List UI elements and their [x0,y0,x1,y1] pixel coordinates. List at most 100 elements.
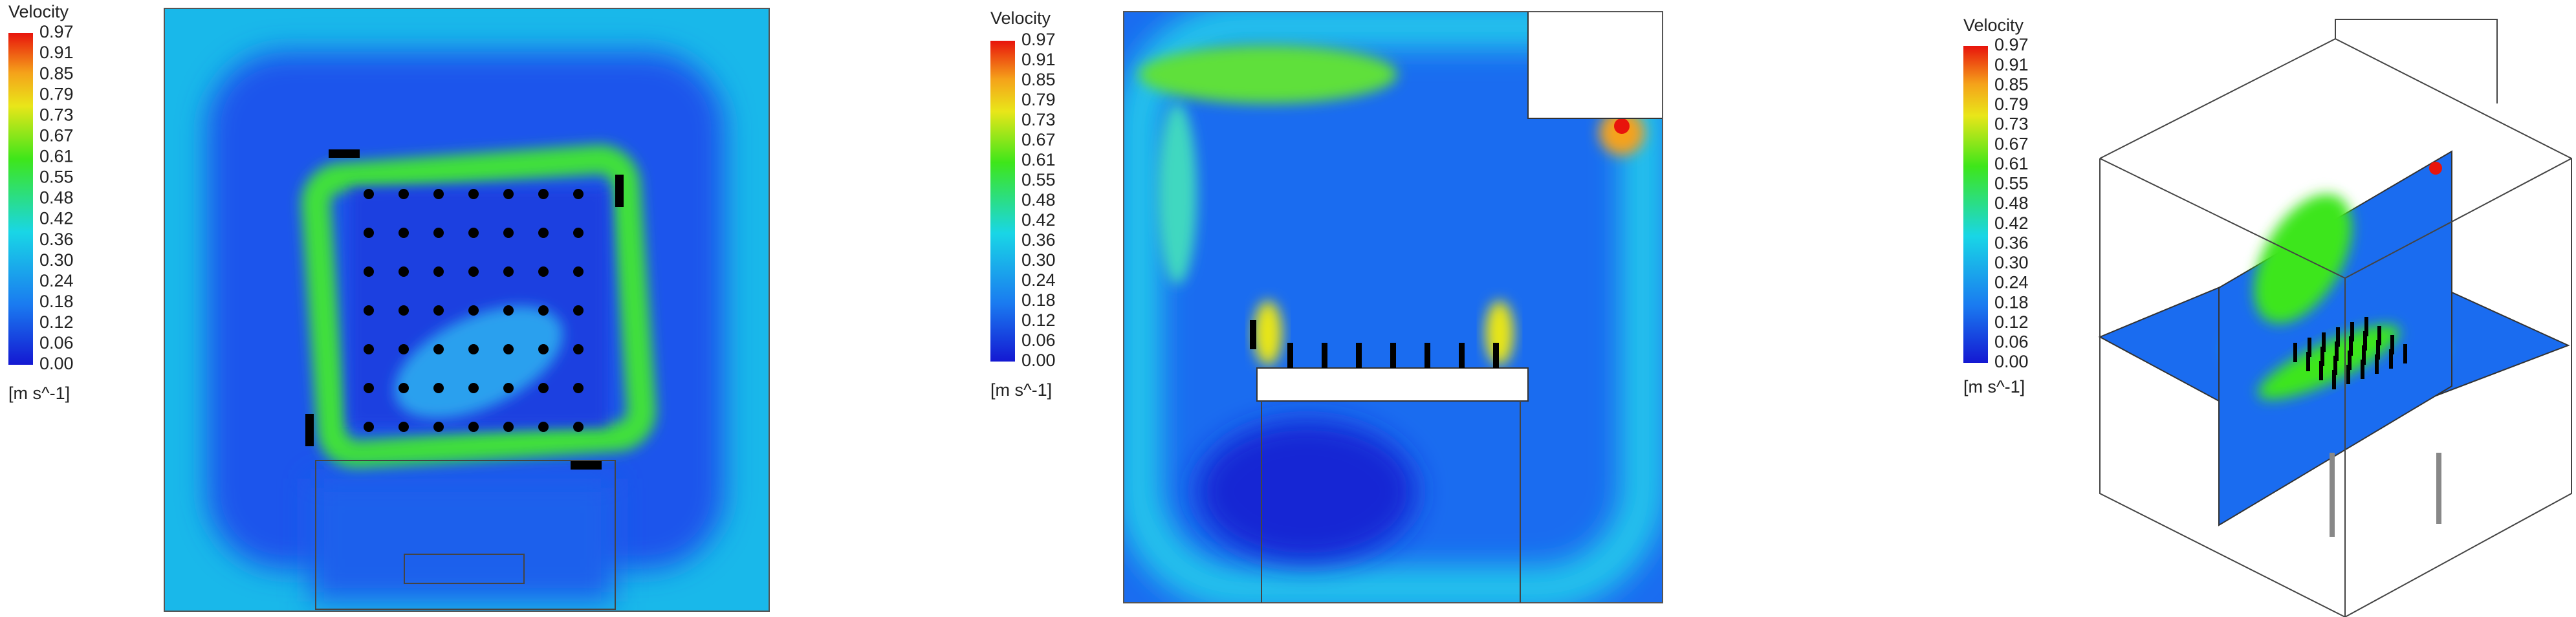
pin [2348,351,2352,370]
legend-tick-label: 0.00 [1994,352,2029,371]
pin [2346,365,2350,384]
pin [364,422,374,432]
legend-tick-label: 0.67 [39,125,74,145]
legend-tick-label: 0.61 [1021,150,1056,169]
pin [538,305,549,316]
legend-title: Velocity [1963,16,2024,35]
pin [433,422,444,432]
legend-tick-label: 0.18 [1994,292,2029,312]
pin [2389,349,2393,369]
legend-tick-label: 0.18 [39,292,74,311]
legend-tick-label: 0.97 [39,22,74,41]
pin [573,422,584,432]
pin [398,228,409,238]
pin [1390,343,1396,368]
pin [1322,343,1327,368]
pin [503,189,514,199]
pin [538,383,549,393]
legend-tick-label: 0.48 [1994,193,2029,213]
pin [503,344,514,354]
pin [2333,356,2337,375]
legend-tick-label: 0.91 [1994,55,2029,74]
colorbar [1963,46,1988,363]
legend-tick-label: 0.73 [39,105,74,124]
legend-tick-label: 0.00 [1021,351,1056,370]
pin [2293,343,2297,362]
colorbar [8,33,33,365]
pin [2336,327,2340,347]
pin [398,305,409,316]
pin [468,344,479,354]
colorbar [990,41,1015,362]
legend-tick-label: 0.61 [39,147,74,166]
plot-frame [164,8,770,612]
pin [2332,370,2336,389]
legend-tick-label: 0.91 [39,43,74,62]
legend-tick-label: 0.42 [1021,210,1056,230]
legend-tick-label: 0.12 [1994,312,2029,332]
pin [503,228,514,238]
pin [573,228,584,238]
pin [433,228,444,238]
legend-tick-label: 0.55 [39,168,74,187]
pin [2308,338,2311,357]
legend-unit: [m s^-1] [1963,377,2025,396]
pin [538,189,549,199]
pin [364,305,374,316]
legend-title: Velocity [990,8,1051,28]
pin [2335,341,2339,361]
contour-field [164,8,769,611]
pin [398,422,409,432]
pin [1356,343,1362,368]
pin [2403,344,2407,363]
pin [364,228,374,238]
legend-unit: [m s^-1] [8,384,70,403]
legend-tick-label: 0.73 [1021,110,1056,129]
inlet [329,149,360,158]
legend-tick-label: 0.48 [1021,190,1056,210]
pin [433,266,444,277]
pin [2350,322,2354,341]
legend-tick-label: 0.12 [39,312,74,332]
pin [2364,317,2368,336]
legend-tick-label: 0.36 [1021,230,1056,250]
legend-tick-label: 0.85 [39,63,74,83]
pin [433,383,444,393]
legend-tick-label: 0.24 [1994,273,2029,292]
pin [2375,354,2379,374]
legend-tick-label: 0.48 [39,188,74,208]
legend-tick-label: 0.91 [1021,50,1056,69]
pin [503,383,514,393]
pin [398,189,409,199]
legend-unit: [m s^-1] [990,380,1052,400]
pin [1459,343,1465,368]
pin [433,305,444,316]
pin [398,266,409,277]
pin [2349,336,2353,356]
pins [1250,320,1499,368]
outline [315,460,616,610]
pin [364,189,374,199]
legend-tick-label: 0.42 [39,209,74,228]
pin [468,305,479,316]
pin [433,344,444,354]
pin [2377,326,2381,345]
legend-tick-label: 0.30 [1021,250,1056,270]
legend-tick-label: 0.36 [39,230,74,249]
legend-tick-label: 0.97 [1021,30,1056,49]
legend-tick-label: 0.06 [1021,330,1056,350]
pin [538,266,549,277]
legend-tick-label: 0.85 [1021,70,1056,89]
pin [2363,331,2367,351]
legend-tick-label: 0.24 [1021,270,1056,290]
legend-tick-label: 0.61 [1994,154,2029,173]
pin [2376,340,2380,360]
pin [2319,361,2323,380]
pin [2320,347,2324,366]
pin [538,422,549,432]
pin [398,344,409,354]
legend-tick-label: 0.79 [39,84,74,103]
legend-tick-label: 0.24 [39,271,74,290]
pin [573,383,584,393]
